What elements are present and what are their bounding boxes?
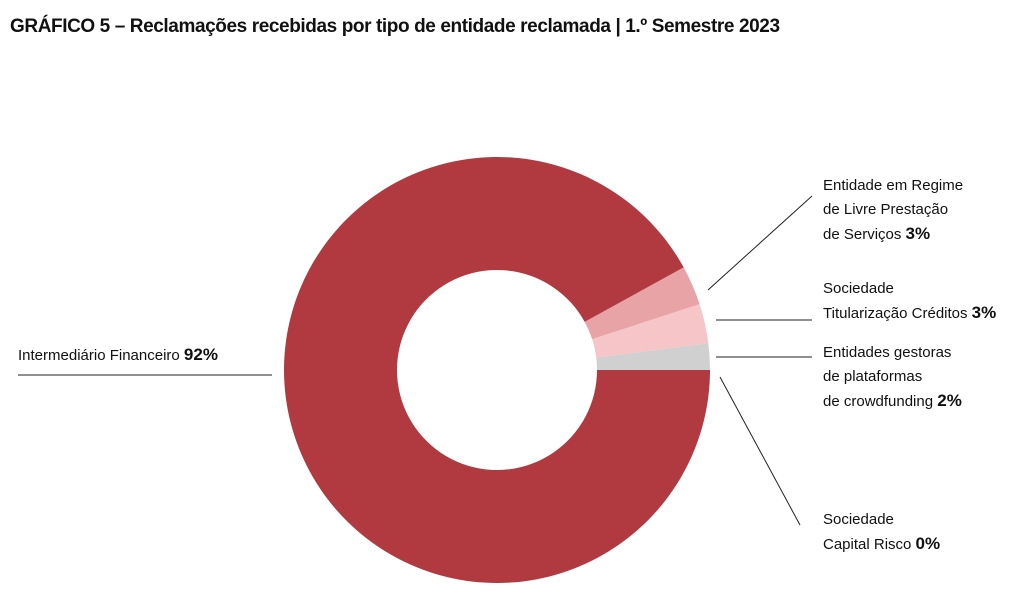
value-label: 92% (183, 345, 218, 364)
category-label: Entidades gestoras de plataformas de cro… (823, 344, 952, 410)
slice-label: Entidade em Regime de Livre Prestação de… (823, 174, 963, 247)
leader-line (719, 376, 801, 526)
slice-label: Entidades gestoras de plataformas de cro… (823, 341, 962, 414)
category-label: Intermediário Financeiro (18, 347, 180, 364)
category-label: Entidade em Regime de Livre Prestação de… (823, 177, 964, 243)
category-label: Sociedade Titularização Créditos (823, 280, 968, 322)
value-label: 0% (915, 534, 941, 553)
value-label: 3% (971, 303, 997, 322)
category-label: Sociedade Capital Risco (823, 511, 912, 553)
donut-slice (592, 304, 709, 358)
chart-title: GRÁFICO 5 – Reclamações recebidas por ti… (10, 16, 780, 37)
donut-slice (284, 157, 710, 584)
slice-label: Sociedade Titularização Créditos 3% (823, 277, 996, 326)
leader-line (707, 195, 813, 291)
leader-lines (18, 195, 813, 526)
donut-slice (584, 267, 700, 340)
slice-label: Intermediário Financeiro 92% (18, 343, 218, 368)
donut-slice (596, 343, 710, 370)
value-label: 3% (905, 224, 931, 243)
slice-label: Sociedade Capital Risco 0% (823, 508, 940, 557)
value-label: 2% (937, 391, 962, 410)
